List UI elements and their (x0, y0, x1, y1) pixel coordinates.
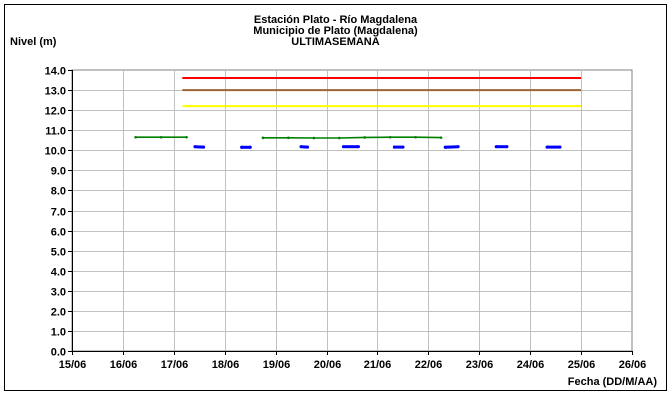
x-tick-label: 20/06 (314, 359, 342, 371)
series-point (185, 135, 188, 139)
y-tick-label: 13.0 (45, 86, 66, 98)
series-point (248, 145, 252, 149)
series-point (261, 136, 265, 140)
y-tick-label: 10.0 (45, 146, 66, 158)
series-point (159, 135, 163, 139)
chart-title-line-2: Municipio de Plato (Magdalena) (253, 25, 418, 37)
series-point (545, 145, 549, 149)
series-point (240, 145, 244, 149)
series-point (337, 136, 341, 140)
x-tick-label: 16/06 (110, 359, 138, 371)
x-tick-label: 19/06 (263, 359, 291, 371)
y-tick-label: 5.0 (51, 247, 66, 259)
series-point (443, 145, 447, 149)
series-point (456, 145, 460, 149)
series-point (193, 145, 197, 149)
series-point (312, 136, 316, 140)
series-point (305, 145, 310, 149)
plot-area (71, 69, 633, 352)
chart-title-line-1: Estación Plato - Río Magdalena (253, 14, 418, 26)
y-tick-label: 3.0 (51, 287, 66, 299)
y-tick-label: 2.0 (51, 307, 66, 319)
x-tick-label: 26/06 (619, 359, 647, 371)
y-tick-label: 9.0 (51, 166, 66, 178)
y-tick-label: 11.0 (45, 126, 66, 138)
x-tick-label: 25/06 (568, 359, 596, 371)
x-tick-label: 18/06 (212, 359, 240, 371)
series-point (341, 145, 346, 149)
series-point (134, 135, 137, 139)
series-point (356, 145, 360, 149)
x-tick-label: 15/06 (59, 359, 87, 371)
series-point (299, 145, 303, 149)
series-line (445, 145, 459, 149)
series-point (388, 135, 392, 139)
series-point (439, 136, 443, 139)
series-point (401, 145, 405, 149)
x-tick-label: 22/06 (415, 359, 443, 371)
y-tick-label: 1.0 (51, 327, 66, 339)
y-tick-label: 8.0 (51, 186, 66, 198)
y-tick-label: 0.0 (51, 347, 66, 359)
y-axis-label: Nivel (m) (10, 36, 57, 48)
series-point (392, 145, 397, 149)
series-point (201, 145, 206, 149)
x-tick-label: 24/06 (517, 359, 545, 371)
y-tick-label: 14.0 (45, 66, 66, 78)
series-point (363, 136, 367, 139)
chart-title-line-3: ULTIMASEMANA (291, 36, 380, 48)
y-tick-label: 7.0 (51, 207, 66, 219)
series-point (414, 135, 417, 139)
series-line (262, 136, 442, 139)
series-point (287, 136, 290, 140)
x-axis-label: Fecha (DD/M/AA) (567, 376, 657, 388)
series-point (558, 145, 562, 149)
x-tick-label: 21/06 (364, 359, 392, 371)
y-tick-label: 4.0 (51, 267, 66, 279)
series-point (505, 145, 509, 149)
y-tick-label: 6.0 (51, 227, 66, 239)
x-tick-label: 23/06 (466, 359, 494, 371)
y-tick-label: 12.0 (45, 106, 66, 118)
x-tick-label: 17/06 (161, 359, 189, 371)
series-point (494, 145, 498, 149)
